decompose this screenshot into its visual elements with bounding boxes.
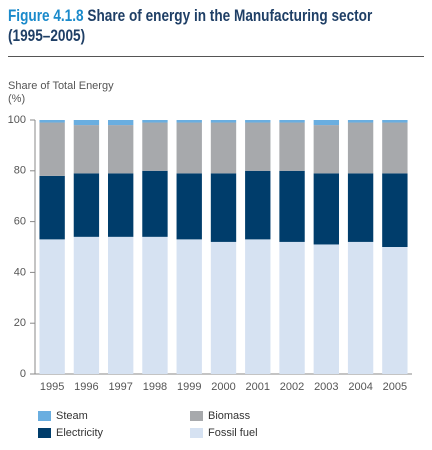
legend-swatch [190,428,203,438]
bar-segment [108,236,134,374]
legend-label: Fossil fuel [208,427,258,439]
x-tick-label: 1996 [74,381,98,393]
bar-segment [108,125,134,174]
bar-segment [108,120,134,126]
bar-segment [73,173,100,237]
y-axis-label: Share of Total Energy [8,80,114,92]
bar-segment [73,125,100,174]
bar-segment [347,120,374,123]
bar-segment [39,120,65,123]
bar-segment [108,173,134,237]
legend-label: Biomass [208,410,251,422]
x-tick-label: 2003 [314,381,338,393]
bar-segment [39,239,65,374]
x-tick-label: 2000 [211,381,235,393]
bar-segment [210,122,237,174]
bar-segment [245,239,271,374]
bar-segment [210,173,237,242]
y-tick-label: 20 [14,317,26,329]
bar-segment [382,247,408,374]
bar-segment [313,125,339,174]
bar-segment [245,120,271,123]
x-tick-label: 1998 [143,381,167,393]
bar-segment [313,173,339,245]
bar-segment [382,173,408,247]
bar-segment [142,122,168,171]
title-block: Figure 4.1.8 Share of energy in the Manu… [8,6,416,46]
bar-segment [176,122,202,174]
x-tick-label: 2004 [348,381,372,393]
bar-segment [142,170,168,237]
bar-segment [176,239,202,374]
legend-swatch [38,411,51,421]
bar-segment [382,122,408,174]
x-tick-label: 1997 [108,381,132,393]
figure-label: Figure 4.1.8 [8,6,84,25]
bar-segment [39,122,65,176]
chart-title: (1995–2005) [8,26,86,45]
legend-swatch [190,411,203,421]
bar-segment [142,236,168,374]
x-tick-label: 2005 [383,381,407,393]
x-tick-label: 2002 [280,381,304,393]
x-tick-label: 2001 [246,381,270,393]
legend-label: Steam [56,410,88,422]
bar-segment [279,120,305,123]
title-rule [8,56,424,57]
bar-segment [279,122,305,171]
bar-segment [347,122,374,174]
bar-segment [279,241,305,374]
bar-segment [382,120,408,123]
bar-segment [279,170,305,242]
bar-segment [176,173,202,240]
bar-segment [210,241,237,374]
x-tick-label: 1995 [40,381,64,393]
bar-segment [73,236,100,374]
bar-segment [210,120,237,123]
bar-segment [347,173,374,242]
bar-segment [245,122,271,171]
y-tick-label: 0 [20,368,26,380]
bar-segment [313,120,339,126]
bar-segment [176,120,202,123]
bar-segment [245,170,271,240]
y-tick-label: 60 [14,216,26,228]
bar-segment [39,175,65,240]
x-tick-label: 1999 [177,381,201,393]
bar-segment [73,120,100,126]
legend-swatch [38,428,51,438]
y-tick-label: 100 [8,114,26,126]
bar-segment [313,244,339,374]
chart-title: Share of energy in the Manufacturing sec… [87,6,373,25]
bar-segment [347,241,374,374]
legend-label: Electricity [56,427,104,439]
y-tick-label: 40 [14,266,26,278]
y-axis-label: (%) [8,93,25,105]
y-tick-label: 80 [14,165,26,177]
bar-segment [142,120,168,123]
